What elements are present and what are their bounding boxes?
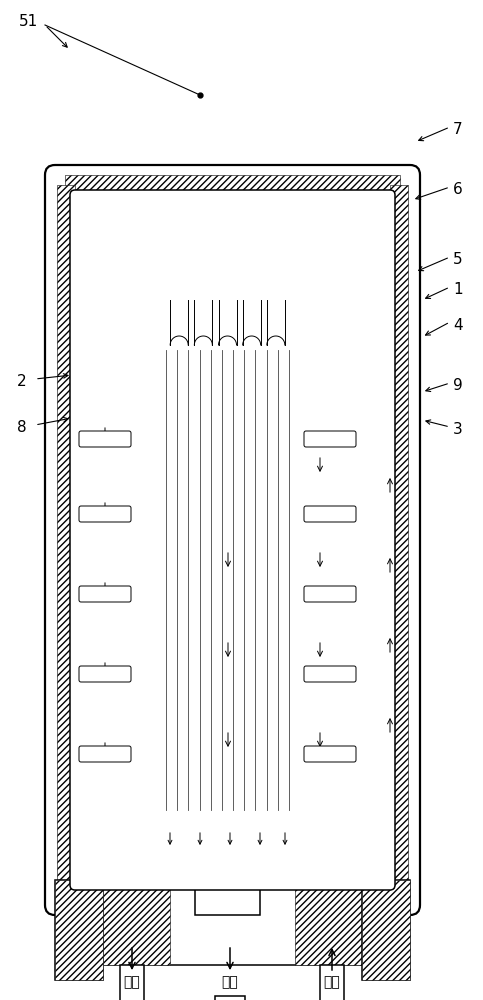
Bar <box>390 185 408 895</box>
Bar <box>100 880 170 965</box>
FancyBboxPatch shape <box>304 586 356 602</box>
Bar <box>65 175 400 193</box>
Text: 9: 9 <box>453 378 463 393</box>
Text: 7: 7 <box>453 122 463 137</box>
Bar <box>55 880 103 980</box>
Bar <box>362 880 410 980</box>
FancyBboxPatch shape <box>79 586 131 602</box>
Bar <box>155 295 300 825</box>
Bar <box>120 965 144 1000</box>
FancyBboxPatch shape <box>304 666 356 682</box>
Text: 2: 2 <box>17 374 27 389</box>
FancyBboxPatch shape <box>70 190 395 890</box>
Text: 原水: 原水 <box>324 975 341 989</box>
Bar <box>57 185 75 895</box>
Bar <box>155 295 300 350</box>
FancyBboxPatch shape <box>79 431 131 447</box>
Bar <box>320 965 344 1000</box>
Bar <box>195 880 260 915</box>
Bar <box>100 880 365 965</box>
Text: 6: 6 <box>453 182 463 198</box>
FancyBboxPatch shape <box>79 506 131 522</box>
Bar <box>145 825 310 875</box>
Text: 5: 5 <box>453 252 463 267</box>
FancyBboxPatch shape <box>45 165 420 915</box>
Text: 8: 8 <box>17 420 27 436</box>
Bar <box>55 880 103 980</box>
Bar <box>295 880 365 965</box>
Bar <box>362 880 410 980</box>
FancyBboxPatch shape <box>304 431 356 447</box>
FancyBboxPatch shape <box>304 506 356 522</box>
FancyBboxPatch shape <box>79 746 131 762</box>
Text: 51: 51 <box>18 14 38 29</box>
FancyBboxPatch shape <box>79 666 131 682</box>
Text: 4: 4 <box>453 318 463 332</box>
Text: 1: 1 <box>453 282 463 298</box>
Text: 废水: 废水 <box>124 975 141 989</box>
Text: 3: 3 <box>453 422 463 438</box>
FancyBboxPatch shape <box>304 746 356 762</box>
Text: 净水: 净水 <box>222 975 239 989</box>
Bar <box>215 996 245 1000</box>
